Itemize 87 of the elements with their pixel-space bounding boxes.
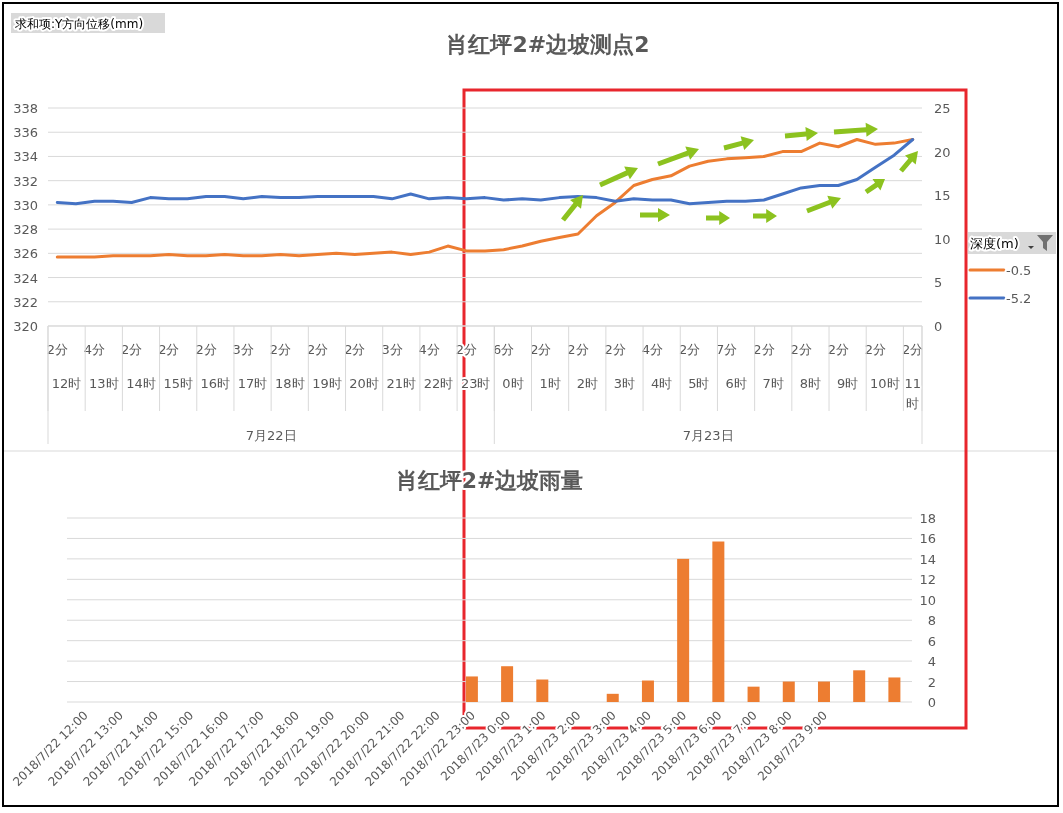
y-tick-label: 6 — [927, 633, 936, 649]
x-tick-label: 2分 — [753, 342, 775, 357]
legend-title: 深度(m) — [970, 236, 1019, 251]
text: 7月22日 — [245, 428, 297, 443]
text: 22时 — [423, 376, 454, 391]
text: 12时 — [51, 376, 82, 391]
y-tick-label: 4 — [927, 654, 936, 670]
bar — [677, 558, 690, 702]
x-tick-label: 4分 — [418, 342, 440, 357]
y-tick-label: 334 — [13, 149, 38, 165]
y-tick-label: 0 — [927, 695, 936, 710]
y-tick-label: 16 — [919, 531, 936, 547]
bar — [712, 541, 725, 702]
text: 7月23日 — [682, 428, 734, 443]
bar — [747, 686, 760, 702]
x-tick-label: 2分 — [864, 342, 887, 357]
x-tick-label: 2分 — [269, 342, 292, 357]
x-tick-label: 2分 — [790, 342, 812, 357]
bar — [606, 693, 619, 702]
text: 10时 — [870, 376, 900, 391]
bar — [641, 680, 654, 702]
text: 17时 — [237, 376, 268, 391]
x-tick-label: 2分 — [567, 342, 589, 357]
bar — [817, 681, 830, 702]
y2-tick-label: 20 — [934, 144, 951, 160]
x-tick-label: 2分 — [678, 342, 701, 357]
text: 6时 — [725, 376, 747, 391]
x-tick-label: 2分 — [195, 342, 217, 357]
bar — [501, 666, 514, 702]
text: 13时 — [89, 376, 119, 391]
y-tick-label: 2 — [927, 674, 936, 690]
bar — [888, 677, 901, 702]
y-tick-label: 326 — [13, 246, 38, 262]
y-tick-label: 336 — [13, 125, 38, 141]
x-tick-label: 2分 — [158, 342, 180, 357]
x-tick-label: 7分 — [716, 342, 738, 357]
text: 19时 — [312, 376, 342, 391]
text: 5时 — [688, 376, 710, 391]
y-tick-label: 330 — [13, 197, 38, 213]
legend-label: -0.5 — [1006, 263, 1032, 278]
y-tick-label: 322 — [13, 294, 38, 310]
y-tick-label: 18 — [919, 511, 936, 526]
x-tick-label: 2分 — [46, 342, 68, 357]
bar — [853, 670, 866, 702]
text: 0时 — [502, 376, 524, 391]
y-tick-label: 324 — [13, 270, 38, 286]
text: 8时 — [799, 376, 822, 391]
text: 16时 — [200, 376, 231, 391]
x-tick-label: 6分 — [492, 342, 515, 357]
y-tick-label: 328 — [13, 222, 38, 238]
bar — [782, 681, 795, 702]
text: 15时 — [163, 376, 193, 391]
y-tick-label: 338 — [13, 101, 38, 116]
x-tick-label: 2分 — [604, 342, 626, 357]
y-axis-title: 求和项:Y方向位移(mm) — [15, 17, 144, 31]
y-tick-label: 8 — [927, 613, 936, 629]
y2-tick-label: 15 — [934, 188, 951, 204]
x-tick-label: 2分 — [307, 342, 329, 357]
y-tick-label: 320 — [13, 319, 38, 334]
x-tick-label: 3分 — [232, 342, 254, 357]
y-tick-label: 10 — [919, 592, 936, 608]
text: 4时 — [651, 376, 673, 391]
bar — [536, 679, 549, 702]
x-tick-label: 4分 — [641, 342, 663, 357]
y-tick-label: 14 — [919, 551, 936, 567]
text: 7时 — [762, 376, 784, 391]
y2-tick-label: 5 — [934, 275, 943, 291]
y-tick-label: 12 — [919, 572, 936, 588]
bar — [465, 676, 478, 702]
text: 2时 — [576, 376, 598, 391]
text: 20时 — [349, 376, 379, 391]
y2-tick-label: 25 — [934, 101, 951, 116]
text: 21时 — [386, 376, 417, 391]
text: 11时 — [904, 376, 921, 411]
legend-label: -5.2 — [1006, 291, 1032, 306]
y-tick-label: 332 — [13, 173, 38, 189]
text: 1时 — [539, 376, 561, 391]
x-tick-label: 2分 — [121, 342, 143, 357]
x-tick-label: 2分 — [902, 342, 924, 357]
text: 18时 — [274, 376, 305, 391]
text: 9时 — [836, 376, 859, 391]
text: 3时 — [613, 376, 636, 391]
x-tick-label: 2分 — [827, 342, 849, 357]
x-tick-label: 4分 — [83, 342, 106, 357]
text: 14时 — [126, 376, 156, 391]
chart-title: 肖红坪2#边坡测点2 — [446, 32, 650, 57]
x-tick-label: 3分 — [381, 342, 403, 357]
